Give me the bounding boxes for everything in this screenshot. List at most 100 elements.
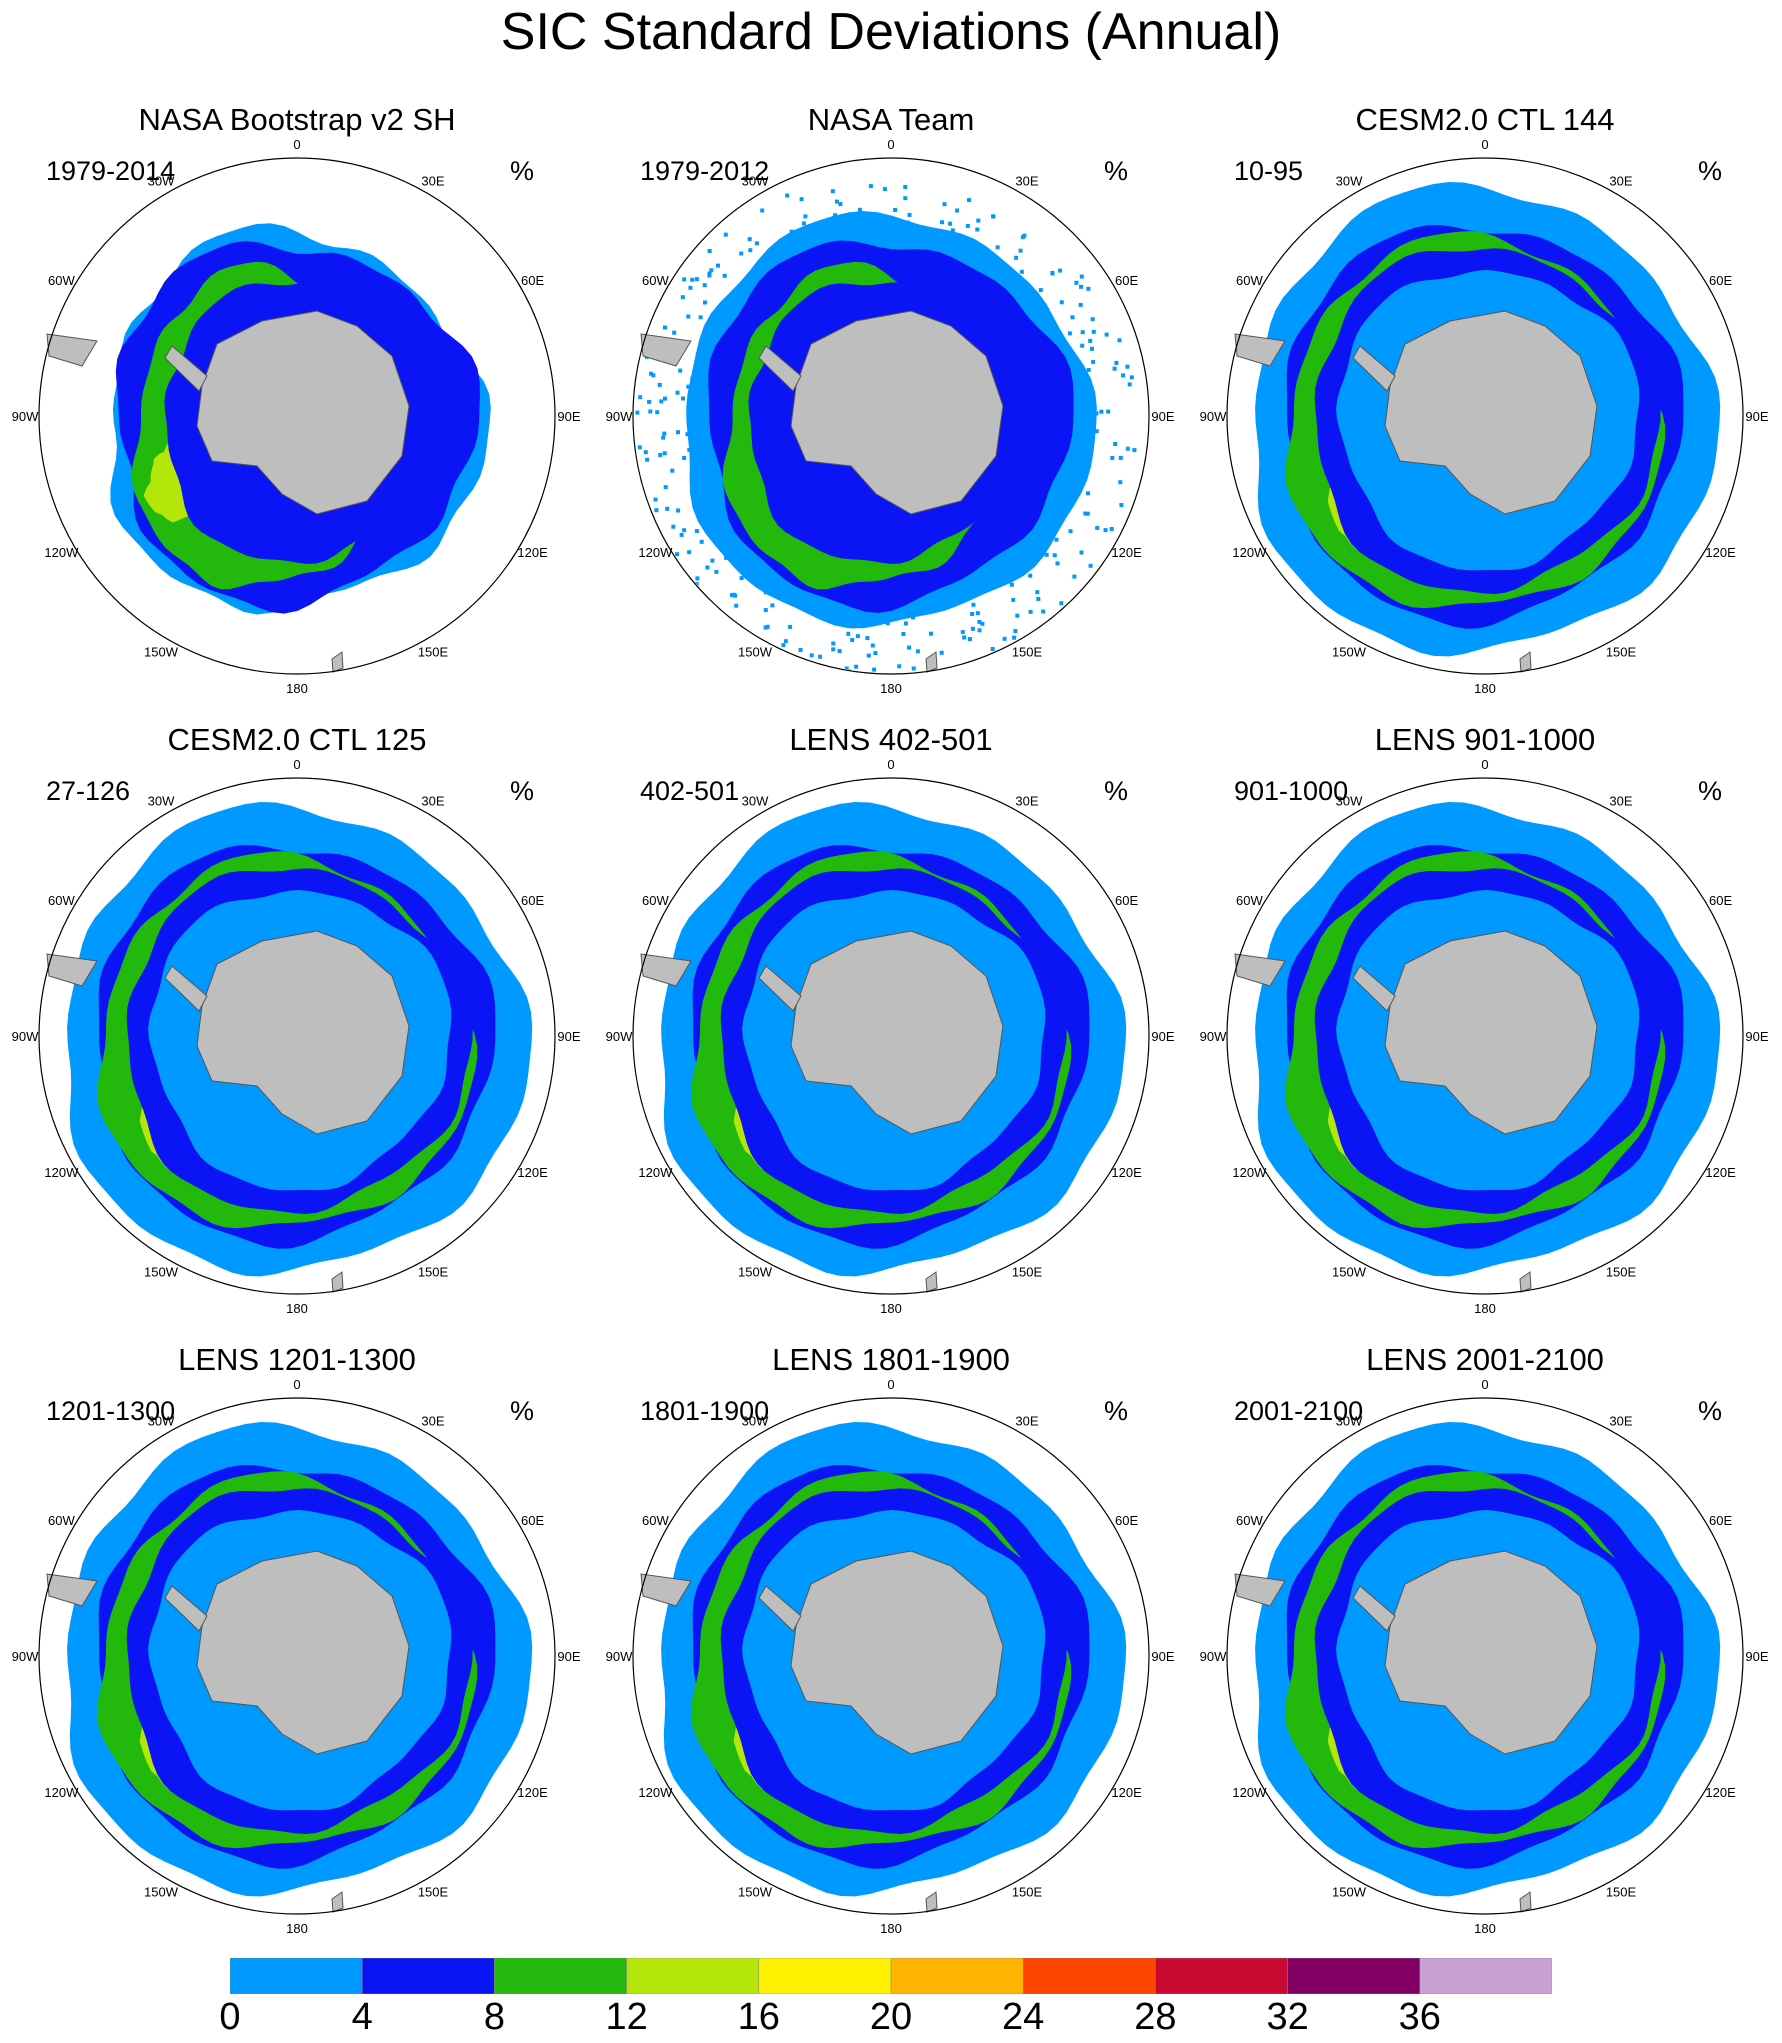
speckle-cell [651, 373, 655, 377]
speckle-cell [976, 611, 980, 615]
speckle-cell [784, 639, 788, 643]
speckle-cell [1113, 367, 1117, 371]
speckle-cell [883, 187, 887, 191]
colorbar-segment [891, 1958, 1023, 1994]
longitude-label: 60E [521, 273, 544, 288]
speckle-cell [680, 533, 684, 537]
speckle-cell [1079, 285, 1083, 289]
speckle-cell [682, 528, 686, 532]
longitude-label: 90E [1745, 1029, 1768, 1044]
speckle-cell [838, 202, 842, 206]
longitude-label: 60W [642, 1513, 669, 1528]
longitude-label: 30E [1609, 173, 1632, 188]
speckle-cell [647, 400, 651, 404]
speckle-cell [658, 383, 662, 387]
longitude-label: 150E [1606, 1885, 1637, 1900]
longitude-label: 150E [418, 1265, 449, 1280]
speckle-cell [1039, 288, 1043, 292]
speckle-cell [710, 559, 714, 563]
speckle-cell [1132, 448, 1136, 452]
speckle-cell [966, 224, 970, 228]
speckle-cell [1069, 529, 1073, 533]
longitude-label: 90W [606, 1649, 633, 1664]
longitude-label: 120E [517, 545, 548, 560]
speckle-cell [1091, 317, 1095, 321]
speckle-cell [675, 552, 679, 556]
longitude-label: 90E [1745, 409, 1768, 424]
speckle-cell [1118, 480, 1122, 484]
longitude-label: 120W [638, 1785, 673, 1800]
speckle-cell [1041, 610, 1045, 614]
panel-title: LENS 901-1000 [1188, 722, 1782, 758]
speckle-cell [1128, 382, 1132, 386]
speckle-cell [978, 628, 982, 632]
longitude-label: 60W [642, 893, 669, 908]
speckle-cell [1086, 491, 1090, 495]
speckle-cell [904, 622, 908, 626]
panel-title: NASA Bootstrap v2 SH [0, 102, 594, 138]
speckle-cell [991, 647, 995, 651]
speckle-cell [1105, 333, 1109, 337]
speckle-cell [708, 249, 712, 253]
speckle-cell [1019, 249, 1023, 253]
colorbar-tick-label: 32 [1266, 1996, 1308, 2039]
speckle-cell [734, 604, 738, 608]
longitude-label: 30E [1609, 1413, 1632, 1428]
longitude-label: 150W [144, 1885, 179, 1900]
colorbar-tick-label: 24 [1002, 1996, 1044, 2039]
longitude-label: 90E [557, 1649, 580, 1664]
speckle-cell [1036, 597, 1040, 601]
longitude-label: 90E [1151, 409, 1174, 424]
longitude-label: 150W [1332, 645, 1367, 660]
speckle-cell [831, 642, 835, 646]
speckle-cell [948, 222, 952, 226]
panel-units: % [1104, 776, 1128, 807]
speckle-cell [1091, 360, 1095, 364]
panel-period: 27-126 [46, 776, 130, 807]
panel-units: % [510, 156, 534, 187]
longitude-label: 150W [1332, 1885, 1367, 1900]
panel-period: 1979-2014 [46, 156, 175, 187]
speckle-cell [1125, 365, 1129, 369]
longitude-label: 30E [1609, 793, 1632, 808]
longitude-label: 120W [638, 545, 673, 560]
speckle-cell [764, 608, 768, 612]
longitude-label: 90W [1200, 1029, 1227, 1044]
longitude-label: 30E [421, 173, 444, 188]
longitude-label: 90W [606, 409, 633, 424]
speckle-cell [803, 214, 807, 218]
colorbar [230, 1958, 1552, 1994]
longitude-label: 180 [1474, 681, 1496, 696]
speckle-cell [967, 198, 971, 202]
longitude-label: 90E [1151, 1649, 1174, 1664]
speckle-cell [865, 636, 869, 640]
colorbar-segment [1023, 1958, 1155, 1994]
longitude-label: 90W [1200, 409, 1227, 424]
map-panel: 0 30E 60E 90E 120E 150E 180 150W 120W 90W 60W 30W CE… [1188, 90, 1782, 710]
speckle-cell [976, 219, 980, 223]
speckle-cell [1079, 303, 1083, 307]
speckle-cell [831, 189, 835, 193]
longitude-label: 90W [1200, 1649, 1227, 1664]
speckle-cell [676, 430, 680, 434]
longitude-label: 120E [517, 1785, 548, 1800]
speckle-cell [681, 295, 685, 299]
speckle-cell [977, 620, 981, 624]
speckle-cell [682, 456, 686, 460]
speckle-cell [663, 451, 667, 455]
speckle-cell [1056, 561, 1060, 565]
longitude-label: 120E [1705, 1165, 1736, 1180]
speckle-cell [1118, 338, 1122, 342]
longitude-label: 120E [1705, 545, 1736, 560]
colorbar-tick-label: 8 [484, 1996, 505, 2039]
longitude-label: 120W [44, 1165, 79, 1180]
speckle-cell [831, 647, 835, 651]
speckle-cell [655, 410, 659, 414]
speckle-cell [733, 594, 737, 598]
speckle-cell [662, 432, 666, 436]
speckle-cell [788, 625, 792, 629]
longitude-label: 30W [148, 793, 175, 808]
speckle-cell [1095, 526, 1099, 530]
panel-title: CESM2.0 CTL 125 [0, 722, 594, 758]
speckle-cell [1126, 447, 1130, 451]
